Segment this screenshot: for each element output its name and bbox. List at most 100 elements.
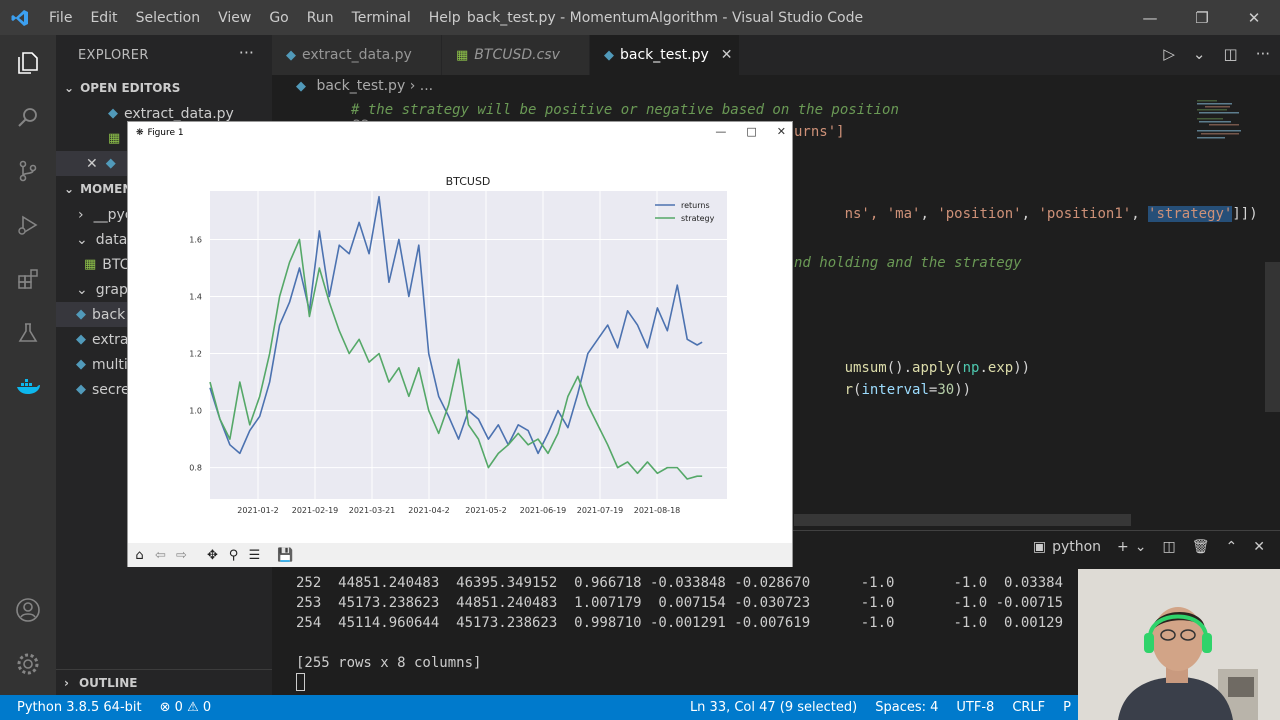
breadcrumb-file[interactable]: back_test.py	[316, 78, 406, 94]
tab-back-test[interactable]: ◆ back_test.py ✕	[590, 35, 740, 75]
run-debug-icon[interactable]	[12, 209, 44, 241]
terminal-cursor[interactable]	[296, 673, 305, 691]
status-language[interactable]: P	[1063, 700, 1071, 715]
accounts-icon[interactable]	[12, 594, 44, 626]
code-comment-2: nd holding and the strategy	[794, 255, 1022, 271]
docker-icon[interactable]	[12, 371, 44, 403]
status-bar: Python 3.8.5 64-bit ⊗ 0 ⚠ 0 Ln 33, Col 4…	[0, 695, 1280, 720]
status-cursor-position[interactable]: Ln 33, Col 47 (9 selected)	[689, 700, 858, 715]
btcusd-chart[interactable]: BTCUSD 0.8 1.0 1.2 1.4 1.6 2021-01-2 2021-02-…	[128, 144, 792, 542]
close-editor-icon[interactable]: ✕	[86, 155, 98, 172]
forward-arrow-icon[interactable]: ⇨	[176, 547, 187, 563]
search-icon[interactable]	[12, 101, 44, 133]
code-token: apply	[912, 360, 955, 376]
chevron-down-icon: ⌄	[64, 182, 75, 196]
explorer-title: EXPLORER	[78, 47, 149, 63]
terminal-row: 254 45114.960644 45173.238623 0.998710 -…	[296, 615, 1064, 631]
tree-item-secrets[interactable]: ◆ secre	[56, 377, 272, 402]
menu-view[interactable]: View	[218, 9, 252, 26]
code-token: ,	[1131, 206, 1149, 222]
menu-edit[interactable]: Edit	[90, 9, 118, 26]
terminal-shell-label[interactable]: python	[1052, 539, 1102, 555]
restore-icon[interactable]: ❐	[1195, 8, 1209, 27]
new-terminal-icon[interactable]: +	[1117, 539, 1129, 555]
chevron-right-icon: ›	[64, 675, 69, 690]
menu-selection[interactable]: Selection	[135, 9, 201, 26]
testing-icon[interactable]	[12, 317, 44, 349]
figure-maximize-icon[interactable]: □	[746, 125, 757, 138]
figure-titlebar: ❋ Figure 1 — □ ✕	[128, 122, 792, 144]
open-editors-section[interactable]: ⌄ OPEN EDITORS	[56, 75, 272, 101]
status-indentation[interactable]: Spaces: 4	[875, 700, 939, 715]
minimap[interactable]	[1195, 97, 1250, 157]
back-arrow-icon[interactable]: ⇦	[155, 547, 166, 563]
trash-icon[interactable]: 🗑	[1191, 539, 1210, 555]
close-window-icon[interactable]: ✕	[1247, 8, 1261, 27]
code-token: 30	[937, 382, 955, 398]
minimize-icon[interactable]: —	[1142, 8, 1158, 27]
python-file-icon: ◆	[108, 106, 118, 121]
run-file-icon[interactable]: ▷	[1163, 45, 1175, 63]
split-editor-icon[interactable]: ◫	[1223, 45, 1238, 63]
tree-item-graphs[interactable]: ⌄ grap	[56, 277, 272, 302]
code-token: ns',	[844, 206, 887, 222]
tree-item-btc-csv[interactable]: ▦ BTC	[56, 252, 272, 277]
tree-item-data[interactable]: ⌄ data	[56, 227, 272, 252]
menu-help[interactable]: Help	[428, 9, 461, 26]
menu-go[interactable]: Go	[269, 9, 289, 26]
tree-item-label: grap	[95, 281, 128, 298]
menu-terminal[interactable]: Terminal	[351, 9, 411, 26]
more-actions-icon[interactable]: ···	[1255, 45, 1270, 63]
zoom-icon[interactable]: ⚲	[228, 547, 239, 563]
outline-section[interactable]: › OUTLINE	[56, 669, 272, 695]
terminal-row: 253 45173.238623 44851.240483 1.007179 0…	[296, 595, 1064, 611]
code-comment: # the strategy will be positive or negat…	[351, 102, 899, 118]
editor-horizontal-scrollbar[interactable]	[794, 514, 1131, 526]
chevron-down-icon[interactable]: ⌄	[1134, 539, 1147, 555]
tree-item-multi[interactable]: ◆ multi	[56, 352, 272, 377]
tab-extract-data[interactable]: ◆ extract_data.py	[272, 35, 442, 75]
breadcrumb-rest[interactable]: ...	[419, 78, 434, 94]
tree-item-extract[interactable]: ◆ extra	[56, 327, 272, 352]
tree-item-label: __pyc	[93, 206, 133, 223]
explorer-icon[interactable]	[12, 47, 44, 79]
chevron-down-icon[interactable]: ⌄	[1192, 45, 1206, 63]
code-token: ,	[920, 206, 938, 222]
chevron-right-icon: ›	[78, 206, 84, 223]
figure-close-icon[interactable]: ✕	[776, 125, 786, 138]
extensions-icon[interactable]	[12, 263, 44, 295]
status-problems[interactable]: ⊗ 0 ⚠ 0	[151, 700, 221, 715]
source-control-icon[interactable]	[12, 155, 44, 187]
code-line-interval: r(interval=30))	[794, 366, 971, 414]
status-eol[interactable]: CRLF	[1012, 700, 1046, 715]
menu-file[interactable]: File	[49, 9, 73, 26]
figure-minimize-icon[interactable]: —	[715, 125, 727, 138]
maximize-panel-icon[interactable]: ⌃	[1225, 539, 1238, 555]
split-terminal-icon[interactable]: ◫	[1162, 539, 1176, 555]
home-icon[interactable]: ⌂	[135, 547, 144, 563]
editor-actions: ▷ ⌄ ◫ ···	[1163, 45, 1270, 63]
status-python-interpreter[interactable]: Python 3.8.5 64-bit	[17, 700, 142, 715]
settings-gear-icon[interactable]	[12, 648, 44, 680]
pan-icon[interactable]: ✥	[207, 547, 218, 563]
python-file-icon: ◆	[76, 357, 86, 372]
status-encoding[interactable]: UTF-8	[956, 700, 995, 715]
more-actions-icon[interactable]: ···	[238, 43, 254, 62]
save-figure-icon[interactable]: 💾	[277, 547, 294, 563]
configure-subplots-icon[interactable]: ☰	[248, 547, 261, 563]
project-section[interactable]: ⌄ MOMEN	[56, 176, 272, 202]
python-file-icon: ◆	[76, 307, 86, 322]
menu-run[interactable]: Run	[306, 9, 334, 26]
code-editor[interactable]: 22 # the strategy will be positive or ne…	[272, 100, 1258, 530]
legend: returns strategy	[655, 201, 715, 223]
webcam-overlay	[1078, 569, 1280, 720]
tree-item-pycache[interactable]: › __pyc	[56, 202, 272, 227]
code-token: interval	[861, 382, 929, 398]
close-panel-icon[interactable]: ✕	[1253, 539, 1265, 555]
open-editor-item-csv[interactable]: ▦	[56, 126, 272, 151]
open-editor-item[interactable]: ◆ extract_data.py	[56, 101, 272, 126]
code-token: 'ma'	[886, 206, 921, 222]
close-tab-icon[interactable]: ✕	[720, 47, 733, 63]
editor-scrollbar[interactable]	[1265, 262, 1280, 412]
tab-btcusd-csv[interactable]: ▦ BTCUSD.csv	[442, 35, 590, 75]
